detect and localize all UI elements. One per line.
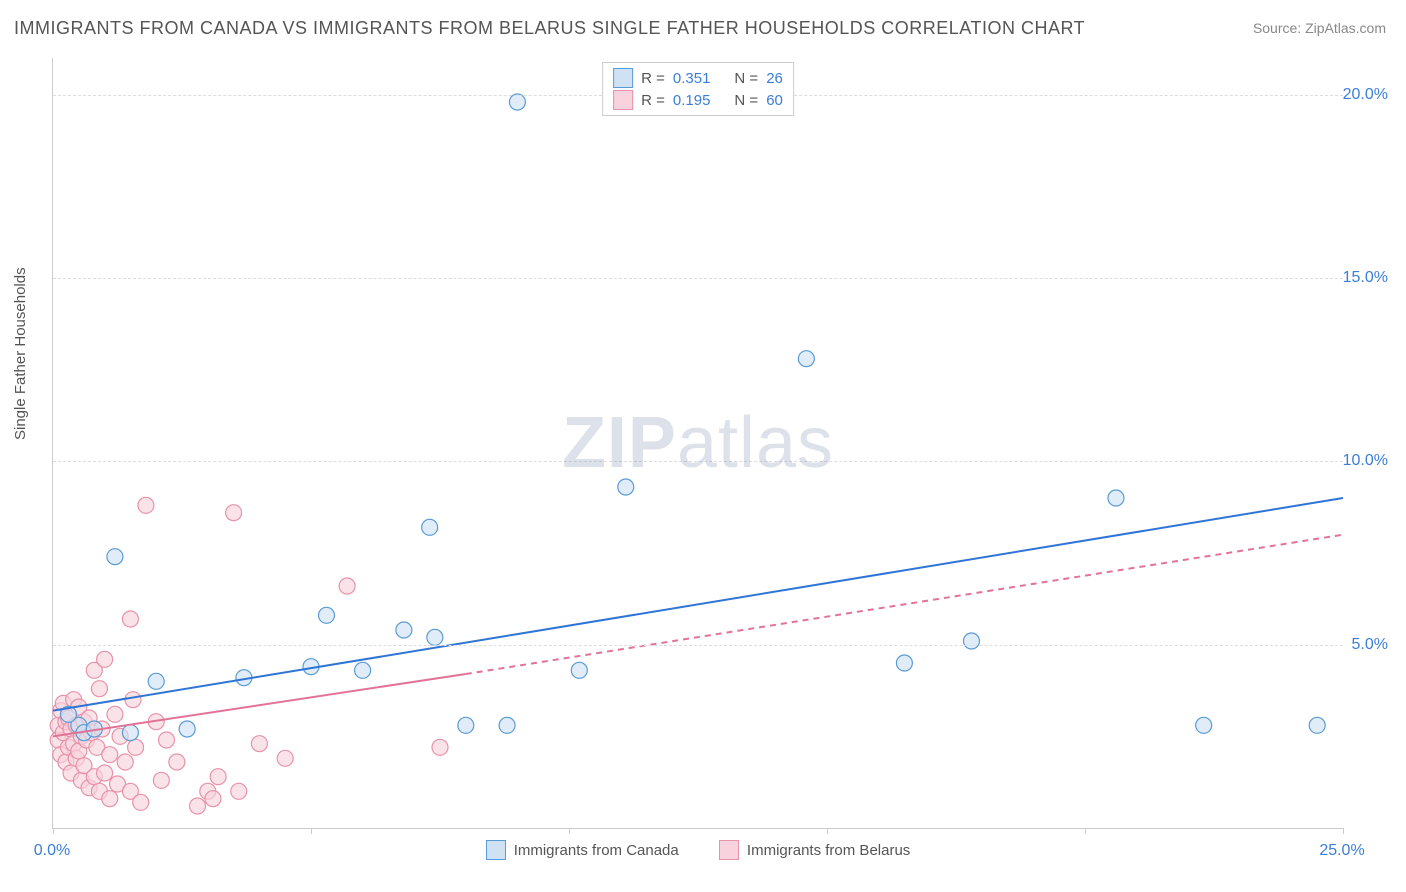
scatter-point <box>148 673 164 689</box>
legend-series: Immigrants from Canada Immigrants from B… <box>53 840 1343 864</box>
y-tick-label: 15.0% <box>1343 269 1388 287</box>
legend-stats-row: R = 0.351 N = 26 <box>613 67 783 89</box>
scatter-point <box>97 651 113 667</box>
x-tick <box>1085 828 1086 834</box>
scatter-point <box>97 765 113 781</box>
scatter-point <box>117 754 133 770</box>
legend-stats: R = 0.351 N = 26 R = 0.195 N = 60 <box>602 62 794 116</box>
legend-item-belarus: Immigrants from Belarus <box>719 840 910 860</box>
regression-line <box>53 498 1343 711</box>
legend-swatch-belarus <box>613 90 633 110</box>
legend-swatch-belarus <box>719 840 739 860</box>
grid-line <box>53 278 1343 279</box>
scatter-point <box>153 772 169 788</box>
scatter-point <box>107 706 123 722</box>
n-label: N = <box>734 70 758 87</box>
scatter-point <box>107 549 123 565</box>
n-value: 26 <box>766 70 783 87</box>
y-tick-label: 5.0% <box>1352 636 1388 654</box>
scatter-point <box>422 519 438 535</box>
scatter-point <box>133 794 149 810</box>
legend-label: Immigrants from Belarus <box>747 842 910 859</box>
r-label: R = <box>641 70 665 87</box>
r-label: R = <box>641 92 665 109</box>
scatter-point <box>91 681 107 697</box>
scatter-point <box>355 662 371 678</box>
scatter-point <box>396 622 412 638</box>
scatter-point <box>128 739 144 755</box>
y-axis-label: Single Father Households <box>12 267 29 440</box>
scatter-point <box>205 791 221 807</box>
scatter-point <box>102 791 118 807</box>
y-tick-label: 10.0% <box>1343 452 1388 470</box>
scatter-point <box>125 692 141 708</box>
legend-swatch-canada <box>613 68 633 88</box>
scatter-point <box>122 611 138 627</box>
scatter-point <box>339 578 355 594</box>
regression-line <box>53 674 466 736</box>
scatter-point <box>427 629 443 645</box>
x-tick <box>1343 828 1344 834</box>
scatter-point <box>432 739 448 755</box>
scatter-point <box>210 769 226 785</box>
scatter-point <box>1196 717 1212 733</box>
x-tick <box>569 828 570 834</box>
scatter-point <box>896 655 912 671</box>
x-tick-label: 25.0% <box>1319 842 1364 860</box>
legend-label: Immigrants from Canada <box>514 842 679 859</box>
scatter-point <box>138 497 154 513</box>
scatter-point <box>102 747 118 763</box>
grid-line <box>53 461 1343 462</box>
scatter-point <box>499 717 515 733</box>
scatter-point <box>251 736 267 752</box>
grid-line <box>53 645 1343 646</box>
scatter-point <box>169 754 185 770</box>
scatter-point <box>618 479 634 495</box>
scatter-point <box>189 798 205 814</box>
n-value: 60 <box>766 92 783 109</box>
scatter-point <box>318 607 334 623</box>
scatter-point <box>159 732 175 748</box>
x-tick <box>827 828 828 834</box>
r-value: 0.195 <box>673 92 711 109</box>
legend-swatch-canada <box>486 840 506 860</box>
chart-svg <box>53 58 1343 828</box>
scatter-point <box>509 94 525 110</box>
n-label: N = <box>734 92 758 109</box>
x-tick <box>53 828 54 834</box>
source-label: Source: ZipAtlas.com <box>1253 20 1386 36</box>
scatter-point <box>571 662 587 678</box>
scatter-point <box>1309 717 1325 733</box>
scatter-point <box>1108 490 1124 506</box>
scatter-point <box>277 750 293 766</box>
scatter-point <box>963 633 979 649</box>
r-value: 0.351 <box>673 70 711 87</box>
x-tick-label: 0.0% <box>34 842 70 860</box>
chart-title: IMMIGRANTS FROM CANADA VS IMMIGRANTS FRO… <box>14 18 1085 39</box>
x-tick <box>311 828 312 834</box>
scatter-point <box>231 783 247 799</box>
legend-stats-row: R = 0.195 N = 60 <box>613 89 783 111</box>
scatter-point <box>179 721 195 737</box>
scatter-point <box>798 351 814 367</box>
scatter-point <box>226 505 242 521</box>
scatter-point <box>122 725 138 741</box>
scatter-point <box>458 717 474 733</box>
regression-line <box>466 535 1343 674</box>
y-tick-label: 20.0% <box>1343 86 1388 104</box>
plot-area: ZIPatlas R = 0.351 N = 26 R = 0.195 N = … <box>52 58 1343 829</box>
legend-item-canada: Immigrants from Canada <box>486 840 679 860</box>
